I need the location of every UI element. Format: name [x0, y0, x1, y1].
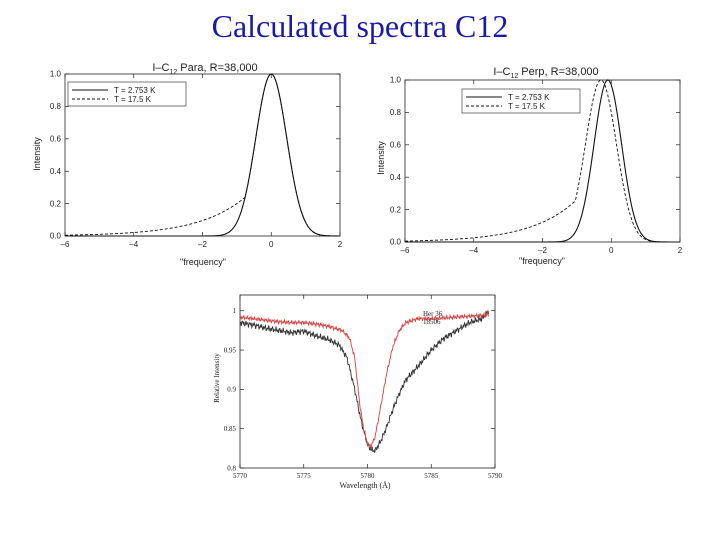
y-axis-label: Intensity: [32, 137, 42, 171]
y-axis-label: Intensity: [376, 141, 386, 175]
y-tick-label: 0.6: [50, 134, 62, 143]
x-axis-label: Wavelength (Å): [339, 481, 390, 490]
y-tick-label: 0.95: [224, 346, 237, 354]
y-tick-label: 0.2: [50, 199, 62, 208]
series-line-1: [64, 73, 340, 237]
legend-label: T = 2.753 K: [114, 86, 156, 95]
x-axis-label: "frequency": [180, 257, 226, 267]
y-tick-label: 0.4: [50, 167, 62, 176]
y-tick-label: 0.0: [50, 232, 62, 241]
y-tick-label: 0.8: [390, 108, 402, 117]
x-tick-label: –2: [538, 246, 547, 255]
x-tick-label: 2: [678, 246, 683, 255]
x-tick-label: –6: [61, 240, 70, 249]
legend-box: [461, 88, 581, 114]
x-tick-label: –6: [401, 246, 410, 255]
legend-label: T = 17.5 K: [114, 95, 152, 104]
y-tick-label: 1: [233, 307, 237, 315]
y-tick-label: 0.4: [390, 173, 402, 182]
legend-label: T = 17.5 K: [508, 102, 546, 111]
slide-title: Calculated spectra C12: [211, 8, 509, 44]
series-line-1: [239, 311, 490, 449]
y-tick-label: 0.85: [224, 425, 237, 433]
legend-label: T = 2.753 K: [508, 93, 550, 102]
y-axis-label: Relative Intensity: [213, 353, 221, 403]
x-tick-label: –4: [469, 246, 478, 255]
chart-title: I–C12 Para, R=38,000: [152, 62, 257, 76]
x-tick-label: 2: [338, 240, 343, 249]
y-tick-label: 0.6: [390, 140, 402, 149]
chart-title: I–C12 Perp, R=38,000: [493, 66, 598, 80]
y-tick-label: 0.0: [390, 238, 402, 247]
plot-frame: [239, 294, 496, 469]
x-tick-label: 0: [609, 246, 614, 255]
chart-observed: 5770 5775 5780 5785 5790 0.8 0.85 0.9 0.95 1 Her 3…: [213, 294, 503, 490]
chart-para: I–C12 Para, R=38,000 –6 –4 –2 0 2 0.0 0.2 0.4 0.…: [32, 62, 343, 267]
y-tick-label: 1.0: [390, 76, 402, 85]
x-tick-label: 0: [269, 240, 274, 249]
x-tick-label: –4: [129, 240, 138, 249]
x-axis-label: "frequency": [519, 256, 565, 266]
y-tick-label: 1.0: [50, 70, 62, 79]
legend-label: 18506: [423, 318, 441, 326]
x-tick-label: 5775: [297, 472, 312, 480]
x-tick-label: 5770: [233, 472, 248, 480]
chart-perp: I–C12 Perp, R=38,000 –6 –4 –2 0 2 0.0 0.2 0.4 0.…: [376, 66, 683, 266]
y-tick-label: 0.8: [227, 464, 236, 472]
x-tick-label: –2: [198, 240, 207, 249]
series-line-0: [239, 309, 490, 453]
y-tick-label: 0.9: [227, 386, 236, 394]
legend-box: [67, 81, 187, 107]
series-line-1: [404, 79, 680, 243]
series-line-0: [405, 79, 680, 243]
y-tick-label: 0.2: [390, 205, 402, 214]
x-tick-label: 5790: [488, 472, 503, 480]
y-tick-label: 0.8: [50, 102, 62, 111]
x-tick-label: 5780: [361, 472, 376, 480]
x-tick-label: 5785: [424, 472, 439, 480]
legend-label: Her 36: [423, 310, 443, 318]
